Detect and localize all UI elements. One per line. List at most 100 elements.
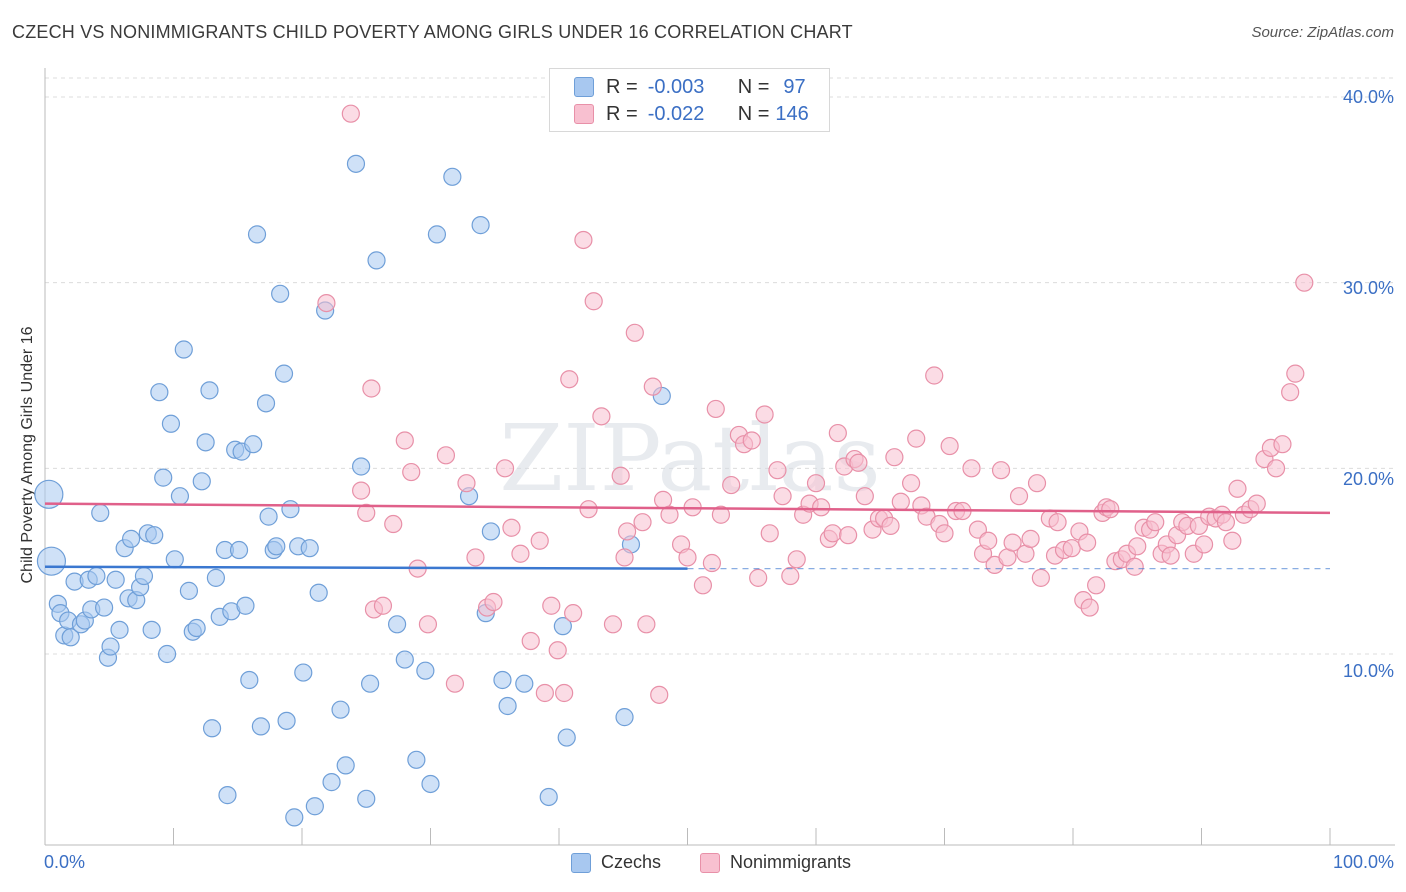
- nonimmigrants-point: [968, 520, 988, 539]
- legend-swatch-nonimmigrants: [574, 104, 594, 124]
- nonimmigrants-point: [823, 524, 842, 543]
- nonimmigrants-point: [611, 466, 630, 485]
- czechs-point: [142, 620, 161, 639]
- legend-r-value: -0.022: [647, 102, 705, 125]
- nonimmigrants-point: [1087, 576, 1106, 595]
- nonimmigrants-point: [521, 631, 540, 651]
- legend-label-czechs: Czechs: [601, 852, 662, 872]
- czechs-point: [61, 628, 80, 647]
- nonimmigrants-point: [1247, 494, 1266, 513]
- nonimmigrants-point: [555, 683, 574, 703]
- czechs-point: [259, 507, 278, 526]
- nonimmigrants-point: [341, 104, 360, 123]
- czechs-point: [174, 340, 193, 359]
- nonimmigrants-point: [560, 370, 579, 389]
- legend-n-label: N =: [737, 102, 770, 125]
- czechs-point: [309, 583, 328, 602]
- y-tick-label: 20.0%: [1342, 469, 1394, 489]
- czechs-point: [539, 787, 558, 807]
- nonimmigrants-point: [1281, 383, 1300, 402]
- nonimmigrants-point: [574, 230, 593, 250]
- nonimmigrants-point: [839, 526, 858, 545]
- nonimmigrants-point: [925, 366, 944, 385]
- legend-row-nonimmigrants: R = -0.022 N = 146: [550, 101, 809, 127]
- czechs-point: [352, 457, 371, 476]
- y-tick-label: 10.0%: [1342, 661, 1394, 681]
- nonimmigrants-point: [806, 474, 826, 493]
- czechs-point: [481, 522, 500, 541]
- czechs-point: [395, 650, 414, 669]
- axes: [44, 68, 1395, 846]
- nonimmigrants-point: [1295, 273, 1314, 292]
- nonimmigrants-point: [702, 553, 722, 573]
- czechs-point: [361, 674, 380, 693]
- czechs-point: [187, 618, 206, 638]
- czechs-point: [95, 598, 114, 617]
- x-tick-label-min: 0.0%: [44, 852, 86, 872]
- czechs-point: [36, 546, 67, 576]
- czechs-point: [202, 719, 222, 738]
- czechs-point: [322, 773, 341, 792]
- czechs-point: [110, 620, 129, 639]
- czechs-point: [367, 251, 386, 270]
- czechs-point: [300, 539, 319, 558]
- nonimmigrants-point: [484, 592, 503, 612]
- nonimmigrants-point: [678, 548, 697, 567]
- legend-swatch-czechs: [574, 77, 594, 97]
- czechs-point: [218, 786, 237, 805]
- nonimmigrants-point: [706, 399, 725, 419]
- nonimmigrants-point: [564, 604, 583, 623]
- nonimmigrants-point: [542, 596, 561, 615]
- czechs-point: [251, 717, 270, 736]
- nonimmigrants-trend-line: [44, 502, 1331, 515]
- legend-row-czechs: R = -0.003 N = 97: [550, 74, 806, 100]
- nonimmigrants-point: [1216, 513, 1236, 532]
- czechs-point: [256, 394, 276, 413]
- czechs-point: [294, 663, 313, 682]
- czechs-point: [346, 154, 366, 173]
- czechs-point: [157, 644, 177, 664]
- nonimmigrants-point: [1048, 513, 1067, 532]
- czechs-point: [179, 581, 199, 600]
- legend: R = -0.003 N = 97 R = -0.022 N = 146: [549, 68, 830, 132]
- nonimmigrants-point: [1021, 529, 1040, 548]
- czechs-point: [91, 503, 110, 522]
- czechs-point: [493, 670, 512, 690]
- nonimmigrants-point: [1080, 598, 1099, 617]
- czechs-point: [557, 728, 576, 747]
- czechs-point: [247, 225, 267, 244]
- y-tick-label: 30.0%: [1342, 278, 1394, 298]
- nonimmigrants-point: [962, 459, 981, 478]
- legend-n-label: N =: [737, 75, 770, 98]
- nonimmigrants-point: [633, 513, 652, 532]
- czechs-point: [387, 615, 407, 634]
- czechs-point: [161, 414, 181, 433]
- nonimmigrants-point: [979, 531, 998, 550]
- czechs-point: [281, 500, 300, 519]
- czechs-point: [244, 435, 263, 454]
- nonimmigrants-point: [885, 448, 904, 467]
- czechs-point: [416, 661, 435, 680]
- nonimmigrants-point: [615, 548, 634, 567]
- czechs-point: [515, 674, 534, 693]
- nonimmigrants-point: [384, 514, 403, 534]
- chart-title: CZECH VS NONIMMIGRANTS CHILD POVERTY AMO…: [12, 22, 853, 42]
- nonimmigrants-point: [637, 615, 656, 634]
- nonimmigrants-point: [362, 379, 381, 398]
- trend-lines: [44, 502, 1331, 570]
- czechs-point: [196, 433, 215, 452]
- czechs-point: [192, 472, 211, 491]
- nonimmigrants-point: [768, 461, 787, 480]
- nonimmigrants-point: [812, 498, 831, 517]
- czechs-point: [121, 529, 141, 548]
- czechs-trend-line: [44, 565, 688, 570]
- czechs-point: [331, 700, 350, 719]
- legend-swatch-nonimmigrants: [700, 852, 720, 873]
- nonimmigrants-point: [1125, 557, 1144, 576]
- nonimmigrants-point: [1266, 459, 1286, 478]
- nonimmigrants-point: [722, 475, 741, 495]
- czechs-point: [101, 637, 120, 656]
- czechs-point: [274, 364, 294, 383]
- czechs-point: [336, 756, 355, 775]
- y-tick-label: 40.0%: [1342, 87, 1394, 107]
